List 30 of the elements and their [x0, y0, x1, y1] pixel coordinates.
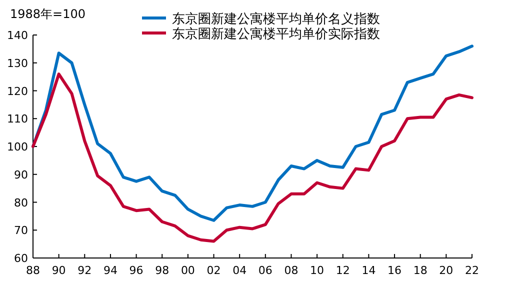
x-tick-label: 22 — [465, 264, 479, 277]
y-tick-label: 130 — [7, 56, 28, 70]
x-tick-label: 98 — [155, 264, 170, 277]
x-tick-label: 88 — [26, 264, 40, 277]
y-tick-label: 80 — [14, 196, 28, 210]
x-tick-label: 90 — [52, 264, 66, 277]
y-tick-label: 100 — [7, 140, 28, 154]
x-tick-label: 04 — [232, 264, 247, 277]
x-tick-label: 06 — [258, 264, 272, 277]
y-tick-label: 120 — [7, 84, 28, 98]
x-tick-label: 02 — [206, 264, 221, 277]
x-tick-label: 14 — [362, 264, 376, 277]
y-tick-label: 90 — [14, 168, 28, 182]
y-tick-label: 110 — [7, 112, 28, 126]
y-tick-label: 140 — [7, 29, 28, 42]
legend-label: 东京圈新建公寓楼平均单价实际指数 — [172, 26, 380, 42]
y-tick-label: 60 — [14, 252, 28, 265]
x-tick-label: 20 — [439, 264, 454, 277]
x-tick-label: 08 — [284, 264, 298, 277]
x-tick-label: 18 — [413, 264, 428, 277]
x-tick-label: 00 — [180, 264, 195, 277]
y-tick-label: 70 — [14, 224, 28, 238]
x-tick-label: 92 — [78, 264, 92, 277]
legend-label: 东京圈新建公寓楼平均单价名义指数 — [172, 11, 380, 27]
x-tick-label: 96 — [129, 264, 144, 277]
x-tick-label: 94 — [103, 264, 118, 277]
x-tick-label: 16 — [388, 264, 402, 277]
x-tick-label: 12 — [336, 264, 350, 277]
y-axis-title: 1988年=100 — [10, 7, 86, 21]
x-tick-label: 10 — [310, 264, 324, 277]
